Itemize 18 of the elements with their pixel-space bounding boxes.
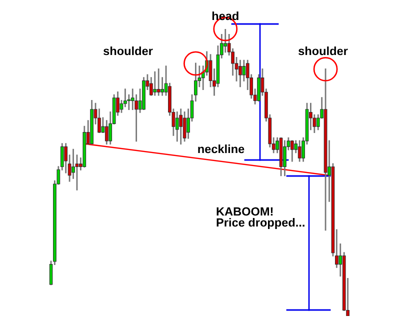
candlestick [156,68,160,96]
annotation: neckline [198,144,244,154]
text: head [212,12,238,20]
candlestick [182,112,186,142]
annotation: shoulder [103,46,153,56]
candlestick [160,77,164,96]
candlestick [104,120,108,144]
annotation: KABOOM! Price dropped... [216,207,304,230]
candlestick [153,71,157,96]
candlestick [298,140,302,162]
candlestick [179,108,183,144]
candlestick [290,140,294,162]
candlestick [283,140,286,176]
annotation: shoulder [298,46,348,56]
candlestick [238,60,242,88]
candlestick [242,60,246,82]
candlestick [224,29,228,53]
candlestick [175,112,179,142]
